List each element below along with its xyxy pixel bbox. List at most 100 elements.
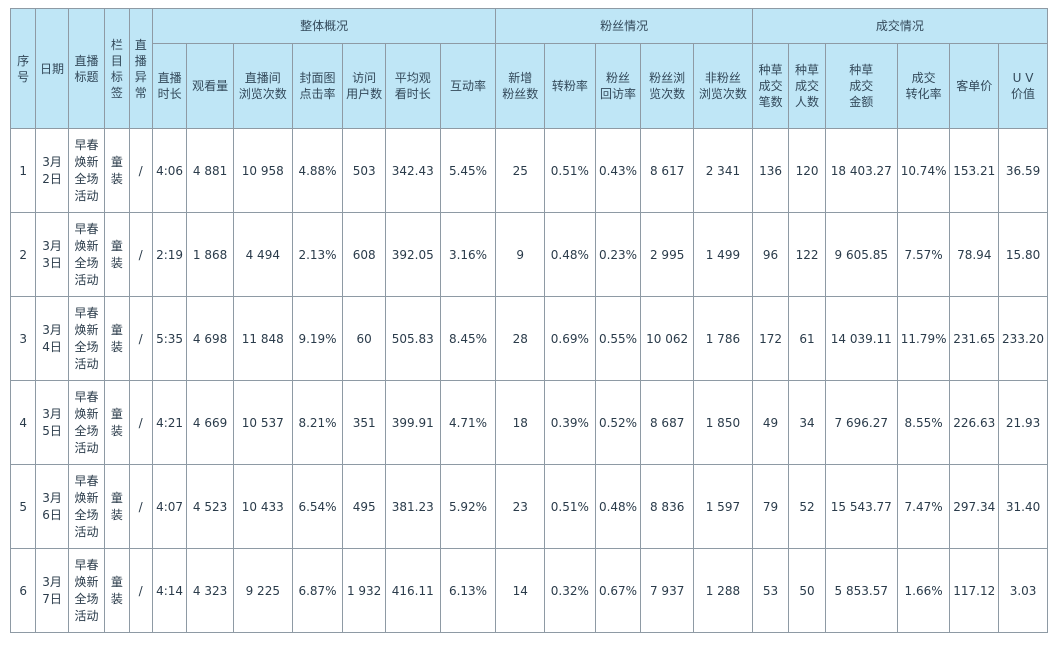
cell-live-duration: 4:21 [151, 380, 188, 465]
cell-seed-orders: 49 [751, 380, 790, 465]
cell-cover-ctr: 9.19% [291, 296, 344, 381]
cell-avg-watch: 505.83 [384, 296, 441, 381]
cell-avg-watch: 392.05 [384, 212, 441, 297]
cell-deal-conversion: 7.57% [896, 212, 951, 297]
cell-fan-return: 0.67% [594, 548, 642, 633]
header-seed-buyers-label: 种草 成交 人数 [795, 63, 820, 109]
cell-nonfan-browses: 1 597 [693, 464, 753, 549]
header-fan-conversion: 转粉率 [544, 43, 596, 129]
cell-index: 3 [9, 296, 37, 381]
header-title-label: 直播 标题 [74, 53, 99, 84]
cell-room-browses: 4 494 [232, 212, 293, 297]
header-room-browses-label: 直播间 浏览次数 [238, 71, 287, 101]
cell-tag: 童 装 [104, 128, 130, 213]
cell-room-browses: 10 537 [232, 380, 293, 465]
header-visitors: 访问 用户数 [342, 43, 386, 129]
cell-date: 3月 4日 [35, 296, 69, 381]
cell-uv-value: 36.59 [998, 128, 1048, 213]
group-overall: 整体概况 [151, 8, 497, 44]
cell-views: 4 669 [186, 380, 234, 465]
header-room-browses: 直播间 浏览次数 [232, 43, 293, 129]
cell-visitors: 351 [342, 380, 386, 465]
cell-room-browses: 10 433 [232, 464, 293, 549]
cell-title: 早春 焕新 全场 活动 [67, 128, 106, 213]
cell-index: 2 [9, 212, 37, 297]
header-uv-value-label: U V 价值 [1011, 71, 1036, 101]
cell-fan-conversion: 0.69% [544, 296, 596, 381]
cell-date: 3月 2日 [35, 128, 69, 213]
cell-seed-amount: 15 543.77 [824, 464, 898, 549]
header-views: 观看量 [186, 43, 234, 129]
cell-visitors: 608 [342, 212, 386, 297]
header-interaction: 互动率 [439, 43, 497, 129]
cell-seed-orders: 53 [751, 548, 790, 633]
cell-uv-value: 15.80 [998, 212, 1048, 297]
cell-fan-browses: 7 937 [640, 548, 695, 633]
cell-live-duration: 4:06 [151, 128, 188, 213]
cell-visitors: 503 [342, 128, 386, 213]
header-seed-buyers: 种草 成交 人数 [788, 43, 826, 129]
cell-title: 早春 焕新 全场 活动 [67, 380, 106, 465]
cell-new-fans: 9 [495, 212, 546, 297]
cell-avg-order: 117.12 [949, 548, 1000, 633]
header-visitors-label: 访问 用户数 [346, 71, 383, 101]
header-nonfan-browses-label: 非粉丝 浏览次数 [698, 71, 747, 101]
cell-live-duration: 4:07 [151, 464, 188, 549]
group-fans: 粉丝情况 [495, 8, 753, 44]
cell-deal-conversion: 7.47% [896, 464, 951, 549]
cell-seed-amount: 18 403.27 [824, 128, 898, 213]
table-row: 5 3月 6日 早春 焕新 全场 活动童 装/4:07 4 523 10 433 6.54… [9, 464, 1048, 549]
table-body: 1 3月 2日 早春 焕新 全场 活动童 装/4:06 4 881 10 958 4.88… [9, 128, 1048, 633]
cell-views: 4 323 [186, 548, 234, 633]
header-new-fans: 新增 粉丝数 [495, 43, 546, 129]
cell-avg-order: 153.21 [949, 128, 1000, 213]
cell-interaction: 5.92% [439, 464, 497, 549]
header-seed-orders-label: 种草 成交 笔数 [758, 63, 783, 109]
header-seed-amount: 种草 成交 金额 [824, 43, 898, 129]
header-avg-order: 客单价 [949, 43, 1000, 129]
cell-index: 6 [9, 548, 37, 633]
header-fan-browses-label: 粉丝浏 览次数 [649, 71, 686, 101]
cell-room-browses: 11 848 [232, 296, 293, 381]
cell-tag: 童 装 [104, 212, 130, 297]
cell-uv-value: 21.93 [998, 380, 1048, 465]
cell-cover-ctr: 4.88% [291, 128, 344, 213]
cell-fan-conversion: 0.39% [544, 380, 596, 465]
cell-uv-value: 233.20 [998, 296, 1048, 381]
header-anomaly-label: 直 播 异 常 [134, 37, 147, 100]
header-interaction-label: 互动率 [450, 79, 487, 93]
cell-fan-browses: 8 617 [640, 128, 695, 213]
cell-avg-watch: 342.43 [384, 128, 441, 213]
cell-seed-amount: 5 853.57 [824, 548, 898, 633]
cell-views: 4 523 [186, 464, 234, 549]
cell-fan-return: 0.48% [594, 464, 642, 549]
cell-fan-conversion: 0.51% [544, 464, 596, 549]
header-tag: 栏 目 标 签 [104, 8, 130, 129]
header-seed-orders: 种草 成交 笔数 [751, 43, 790, 129]
header-cover-ctr-label: 封面图 点击率 [299, 71, 336, 101]
cell-seed-buyers: 50 [788, 548, 826, 633]
cell-deal-conversion: 11.79% [896, 296, 951, 381]
header-deal-conversion-label: 成交 转化率 [905, 71, 942, 101]
header-title: 直播 标题 [67, 8, 106, 129]
cell-anomaly: / [128, 380, 153, 465]
header-deal-conversion: 成交 转化率 [896, 43, 951, 129]
cell-views: 1 868 [186, 212, 234, 297]
cell-title: 早春 焕新 全场 活动 [67, 548, 106, 633]
cell-title: 早春 焕新 全场 活动 [67, 464, 106, 549]
livestream-data-table: 序 号 日期 直播 标题 栏 目 标 签 直 播 异 常 整体概况 粉丝情况 成… [9, 8, 1049, 633]
table-row: 6 3月 7日 早春 焕新 全场 活动童 装/4:14 4 323 9 225 6.87%… [9, 548, 1048, 633]
cell-live-duration: 2:19 [151, 212, 188, 297]
cell-index: 5 [9, 464, 37, 549]
table-row: 4 3月 5日 早春 焕新 全场 活动童 装/4:21 4 669 10 537 8.21… [9, 380, 1048, 465]
header-tag-label: 栏 目 标 签 [110, 37, 123, 100]
cell-title: 早春 焕新 全场 活动 [67, 212, 106, 297]
cell-date: 3月 6日 [35, 464, 69, 549]
cell-interaction: 4.71% [439, 380, 497, 465]
cell-fan-return: 0.23% [594, 212, 642, 297]
cell-date: 3月 3日 [35, 212, 69, 297]
header-new-fans-label: 新增 粉丝数 [502, 71, 539, 101]
cell-fan-conversion: 0.48% [544, 212, 596, 297]
cell-deal-conversion: 1.66% [896, 548, 951, 633]
header-nonfan-browses: 非粉丝 浏览次数 [693, 43, 753, 129]
